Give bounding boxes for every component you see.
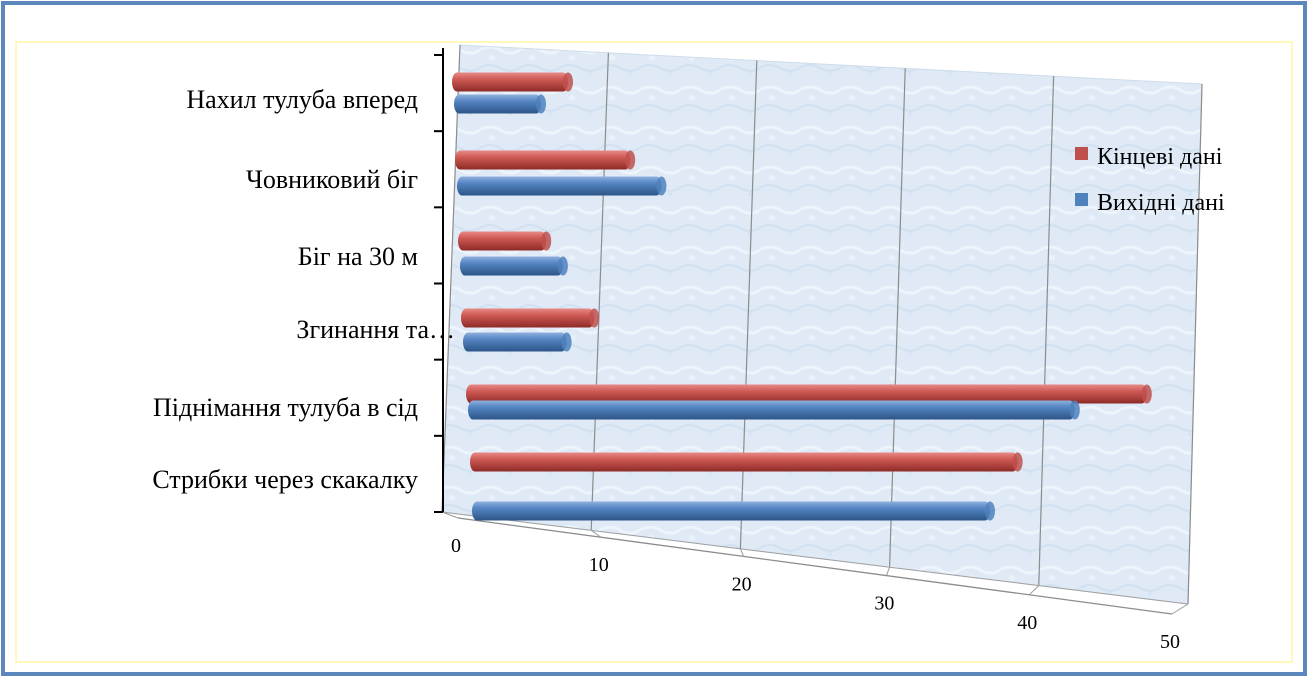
bar-initial-2 <box>460 256 568 276</box>
bars <box>452 72 1152 521</box>
gridline-4 <box>1038 76 1055 586</box>
x-tick-label-5: 50 <box>1160 631 1180 653</box>
category-label-5: Стрибки через скакалку <box>152 465 418 494</box>
bar-final-0 <box>452 72 573 92</box>
category-label-3: Згинання та… <box>296 315 455 344</box>
bar-initial-1 <box>457 176 667 196</box>
legend-swatch-initial <box>1075 193 1088 206</box>
x-tick-label-3: 30 <box>874 593 894 615</box>
category-label-4: Піднімання тулуба в сід <box>153 393 418 422</box>
floor-gridline-0 <box>441 511 459 519</box>
legend: Кінцеві дані Вихідні дані <box>1075 144 1225 216</box>
legend-label-initial: Вихідні дані <box>1097 190 1225 216</box>
floor-gridline-5 <box>1171 603 1189 615</box>
category-labels: Нахил тулуба вперед Човниковий біг Біг на … <box>152 85 455 494</box>
gridline-5 <box>1187 83 1203 605</box>
category-label-2: Біг на 30 м <box>298 242 418 271</box>
category-label-0: Нахил тулуба вперед <box>186 85 418 114</box>
category-label-1: Човниковий біг <box>246 165 418 194</box>
floor-back-line <box>441 511 1189 605</box>
axes <box>434 48 1189 615</box>
bar-initial-0 <box>454 94 546 114</box>
bar-final-3 <box>461 308 600 328</box>
floor-gridline-1 <box>590 529 602 538</box>
legend-label-final: Кінцеві дані <box>1097 144 1223 170</box>
x-tick-label-2: 20 <box>732 573 752 595</box>
bar-initial-5 <box>472 501 995 521</box>
bar-final-1 <box>455 150 636 170</box>
x-tick-label-1: 10 <box>589 554 609 576</box>
floor-gridline-3 <box>885 567 891 576</box>
x-tick-labels: 0 10 20 30 40 50 <box>451 535 1180 653</box>
gridline-0 <box>441 44 461 513</box>
x-axis-line <box>457 517 1173 615</box>
gridline-1 <box>590 52 609 531</box>
bar-final-5 <box>470 452 1023 472</box>
floor-gridline-2 <box>739 548 745 557</box>
bar-initial-3 <box>463 332 572 352</box>
bar-final-4 <box>466 384 1152 404</box>
x-tick-label-0: 0 <box>451 535 461 557</box>
legend-swatch-final <box>1075 147 1088 160</box>
floor-gridline-4 <box>1028 585 1040 596</box>
gridline-3 <box>889 68 906 568</box>
bar-initial-4 <box>468 400 1080 420</box>
x-tick-label-4: 40 <box>1017 612 1037 634</box>
bar-final-2 <box>458 231 552 251</box>
